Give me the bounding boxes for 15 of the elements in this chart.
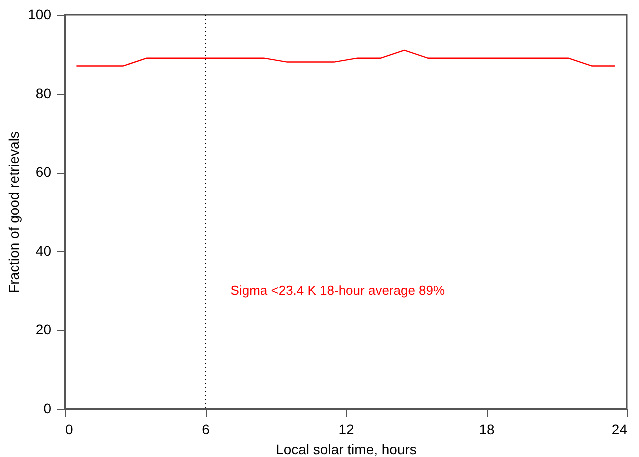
- x-tick-label: 12: [338, 422, 354, 438]
- y-tick-label: 100: [28, 6, 52, 22]
- y-axis-title: Fraction of good retrievals: [6, 132, 22, 294]
- y-tick-label: 80: [36, 85, 52, 102]
- x-tick-label: 0: [66, 422, 74, 438]
- line-series: [76, 50, 616, 67]
- x-tick-label: 24: [612, 422, 628, 438]
- y-tick-label: 20: [36, 322, 52, 338]
- y-tick-label: 0: [44, 400, 52, 416]
- y-tick-label: 40: [36, 242, 52, 259]
- x-axis-title: Local solar time, hours: [276, 442, 417, 457]
- y-tick-label: 60: [36, 164, 52, 180]
- x-tick-label: 18: [479, 422, 495, 438]
- annotation: Sigma <23.4 K 18-hour average 89%: [230, 282, 446, 298]
- x-tick-label: 6: [202, 422, 210, 438]
